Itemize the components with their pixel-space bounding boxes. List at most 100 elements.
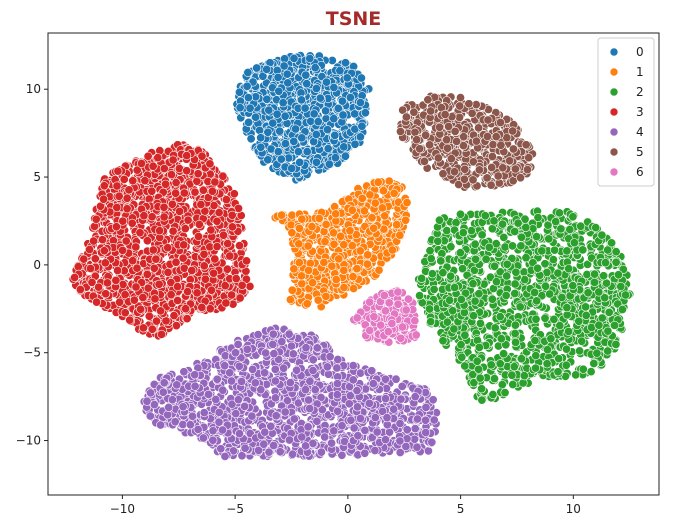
data-point: [251, 112, 261, 122]
data-point: [487, 224, 497, 234]
data-point: [477, 230, 487, 240]
data-point: [521, 222, 531, 232]
data-point: [345, 226, 355, 236]
data-point: [196, 200, 206, 210]
data-point: [227, 222, 237, 232]
data-point: [287, 228, 297, 238]
data-point: [450, 282, 460, 292]
data-point: [235, 87, 245, 97]
data-point: [590, 269, 600, 279]
data-point: [315, 93, 325, 103]
data-point: [99, 246, 109, 256]
data-point: [138, 323, 148, 333]
data-point: [199, 249, 209, 259]
data-point: [470, 296, 480, 306]
data-point: [99, 181, 109, 191]
data-point: [179, 263, 189, 273]
data-point: [305, 53, 315, 63]
data-point: [205, 159, 215, 169]
data-point: [438, 336, 448, 346]
data-point: [356, 73, 366, 83]
data-point: [143, 283, 153, 293]
data-point: [90, 254, 100, 264]
data-point: [336, 231, 346, 241]
data-point: [578, 364, 588, 374]
data-point: [586, 322, 596, 332]
data-point: [295, 157, 305, 167]
data-point: [296, 95, 306, 105]
data-point: [118, 245, 128, 255]
data-point: [425, 304, 435, 314]
data-point: [553, 367, 563, 377]
data-point: [402, 198, 412, 208]
data-point: [554, 354, 564, 364]
data-point: [338, 110, 348, 120]
data-point: [600, 258, 610, 268]
data-point: [92, 297, 102, 307]
data-point: [161, 179, 171, 189]
data-point: [373, 177, 383, 187]
data-point: [350, 109, 360, 119]
data-point: [541, 281, 551, 291]
data-point: [91, 214, 101, 224]
data-point: [460, 330, 470, 340]
data-point: [468, 279, 478, 289]
data-point: [445, 295, 455, 305]
data-point: [113, 265, 123, 275]
data-point: [378, 186, 388, 196]
data-point: [616, 281, 626, 291]
data-point: [350, 139, 360, 149]
data-point: [197, 151, 207, 161]
data-point: [262, 64, 272, 74]
data-point: [329, 114, 339, 124]
data-point: [540, 313, 550, 323]
data-point: [301, 70, 311, 80]
data-point: [313, 295, 323, 305]
data-point: [568, 212, 578, 222]
data-point: [451, 218, 461, 228]
data-point: [163, 243, 173, 253]
data-point: [500, 388, 510, 398]
data-point: [577, 336, 587, 346]
data-point: [377, 203, 387, 213]
data-point: [73, 262, 83, 272]
data-point: [148, 161, 158, 171]
data-point: [617, 304, 627, 314]
data-point: [94, 282, 104, 292]
data-point: [102, 278, 112, 288]
data-point: [79, 254, 89, 264]
data-point: [138, 292, 148, 302]
data-point: [589, 277, 599, 287]
data-point: [438, 268, 448, 278]
data-point: [297, 133, 307, 143]
data-point: [86, 263, 96, 273]
data-point: [256, 133, 266, 143]
data-point: [470, 239, 480, 249]
data-point: [89, 236, 99, 246]
data-point: [520, 275, 530, 285]
data-point: [156, 306, 166, 316]
data-point: [532, 296, 542, 306]
data-point: [594, 320, 604, 330]
data-point: [562, 303, 572, 313]
data-point: [168, 155, 178, 165]
data-point: [321, 220, 331, 230]
data-point: [456, 340, 466, 350]
data-point: [455, 248, 465, 258]
data-point: [481, 254, 491, 264]
data-point: [225, 251, 235, 261]
data-point: [297, 279, 307, 289]
data-point: [140, 176, 150, 186]
data-point: [321, 77, 331, 87]
data-point: [127, 218, 137, 228]
data-point: [510, 328, 520, 338]
data-point: [124, 185, 134, 195]
data-point: [121, 236, 131, 246]
data-point: [255, 125, 265, 135]
data-point: [516, 354, 526, 364]
data-point: [309, 109, 319, 119]
data-point: [510, 288, 520, 298]
data-point: [387, 245, 397, 255]
data-point: [193, 169, 203, 179]
